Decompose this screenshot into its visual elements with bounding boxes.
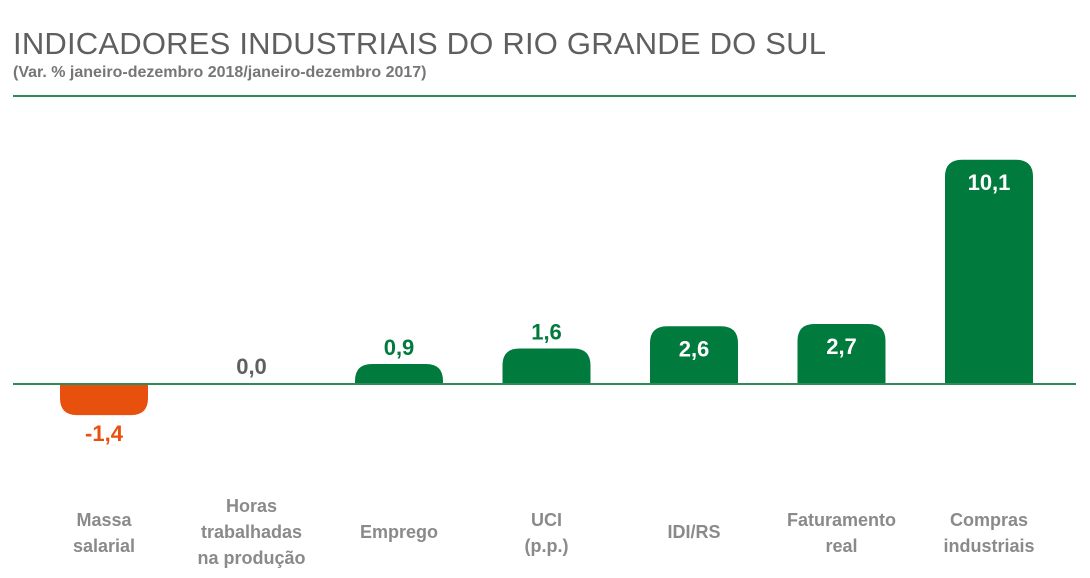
bar-5: [797, 324, 886, 384]
category-label-1: Horas trabalhadas na produção: [167, 493, 337, 571]
value-label-3: 1,6: [531, 319, 562, 344]
value-label-6: 10,1: [968, 170, 1011, 195]
category-label-line: Horas: [225, 496, 278, 516]
category-label-line: Massa: [76, 510, 132, 530]
chart-title: INDICADORES INDUSTRIAIS DO RIO GRANDE DO…: [13, 26, 827, 61]
category-label-line: industriais: [943, 536, 1035, 556]
value-label-0: -1,4: [85, 421, 124, 446]
value-label-2: 0,9: [384, 335, 415, 360]
category-label-4: IDI/RS: [609, 519, 779, 545]
category-label-6: Compras industriais: [904, 507, 1074, 559]
bar-6: [945, 159, 1033, 384]
bar-2: [355, 364, 443, 384]
category-label-line: UCI: [531, 510, 562, 530]
category-label-line: salarial: [72, 536, 136, 556]
category-label-3: UCI (p.p.): [462, 507, 632, 559]
category-label-line: Faturamento: [786, 510, 896, 530]
category-label-5: Faturamento real: [757, 507, 927, 559]
category-label-line: IDI/RS: [667, 522, 721, 542]
category-label-2: Emprego: [314, 519, 484, 545]
chart-subtitle: (Var. % janeiro-dezembro 2018/janeiro-de…: [13, 64, 427, 81]
category-label-0: Massa salarial: [19, 507, 189, 559]
category-label-line: (p.p.): [524, 536, 569, 556]
bar-4: [650, 326, 738, 384]
category-label-line: real: [825, 536, 858, 556]
category-label-line: Emprego: [359, 522, 438, 542]
category-label-line: trabalhadas: [200, 522, 303, 542]
bar-0: [60, 384, 148, 416]
title-divider: [13, 95, 1076, 97]
value-label-1: 0,0: [236, 354, 267, 379]
value-label-5: 2,7: [826, 334, 857, 359]
bar-3: [502, 348, 591, 384]
category-label-line: na produção: [197, 548, 306, 568]
category-label-line: Compras: [949, 510, 1029, 530]
value-label-4: 2,6: [679, 336, 710, 361]
